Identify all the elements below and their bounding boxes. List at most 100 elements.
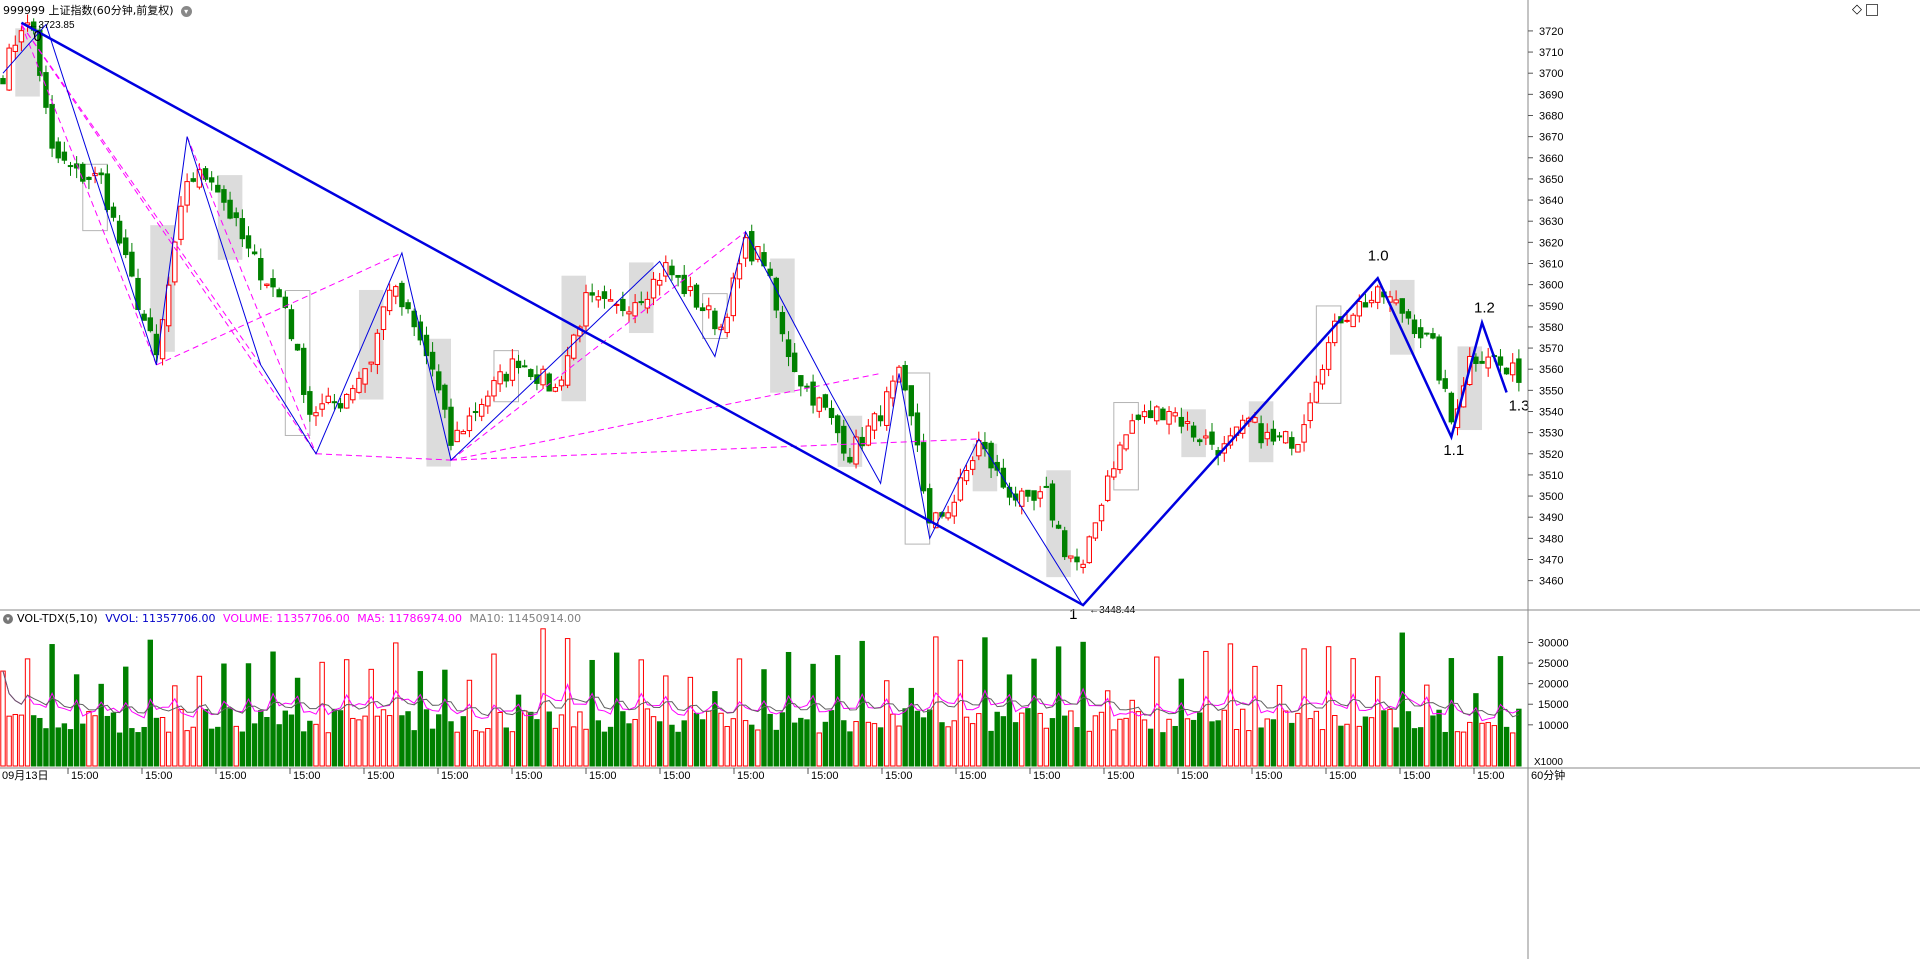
- volume-bar: [1485, 722, 1491, 767]
- volume-bar: [994, 711, 1000, 767]
- volume-bar: [55, 727, 61, 767]
- price-tick-label: 3570: [1539, 343, 1563, 355]
- candle-body: [1356, 301, 1363, 317]
- candle-body: [644, 298, 651, 309]
- candle-body: [877, 415, 884, 422]
- candle-body: [607, 299, 614, 302]
- candle-body: [301, 347, 307, 395]
- volume-bar: [963, 716, 970, 767]
- volume-bar: [1338, 725, 1344, 767]
- chevron-down-icon[interactable]: ▾: [3, 614, 13, 624]
- volume-bar: [337, 710, 344, 767]
- volume-unit: X1000: [1534, 757, 1563, 768]
- candle-body: [865, 425, 872, 446]
- zone-box: [493, 350, 520, 403]
- volume-bar: [12, 713, 18, 767]
- volume-tick-label: 15000: [1538, 699, 1569, 711]
- candle-body: [37, 29, 43, 76]
- volume-bar: [988, 730, 994, 767]
- chart-title-bar[interactable]: 999999 上证指数(60分钟,前复权) ▾: [3, 2, 196, 18]
- window-icon[interactable]: [1866, 3, 1878, 16]
- candle-body: [178, 205, 184, 240]
- volume-bar: [534, 719, 540, 767]
- volume-bar: [1393, 727, 1399, 767]
- volume-bar: [423, 709, 430, 767]
- candle-body: [1362, 302, 1369, 308]
- volume-bar: [1049, 718, 1056, 767]
- candle-body: [1098, 504, 1105, 522]
- volume-bar: [644, 708, 651, 767]
- period-label: 60分钟: [1531, 768, 1565, 782]
- candle-body: [724, 316, 730, 334]
- volume-bar: [601, 731, 608, 767]
- volume-bar: [785, 651, 792, 767]
- volume-bar: [270, 651, 276, 767]
- volume-bar: [1203, 650, 1209, 767]
- candle-body: [1019, 490, 1025, 507]
- candle-body: [1160, 408, 1166, 421]
- candle-body: [184, 181, 190, 206]
- diamond-icon[interactable]: ◇: [1852, 2, 1862, 17]
- volume-bar: [1258, 727, 1264, 767]
- volume-bar: [632, 718, 638, 767]
- candle-body: [976, 440, 982, 457]
- volume-bar: [141, 726, 147, 767]
- candle-body: [945, 512, 951, 519]
- candle-body: [202, 168, 209, 180]
- volume-bar: [620, 711, 626, 767]
- top-right-controls: ◇: [1852, 2, 1882, 17]
- candle-body: [55, 141, 61, 159]
- volume-bar: [80, 723, 86, 767]
- volume-bar: [1092, 715, 1099, 767]
- volume-bar: [49, 644, 55, 767]
- high-marker: ←3723.85: [28, 20, 75, 31]
- candle-body: [331, 401, 338, 404]
- volume-bar: [405, 711, 411, 767]
- volume-bar: [1000, 716, 1007, 767]
- candle-body: [374, 332, 381, 365]
- wave-label: 1.1: [1443, 442, 1464, 459]
- candle-body: [1325, 342, 1332, 370]
- volume-bar: [221, 663, 227, 767]
- volume-bar: [1381, 710, 1387, 767]
- volume-bar: [460, 716, 466, 767]
- volume-tick-label: 10000: [1538, 720, 1569, 732]
- candle-body: [730, 277, 737, 317]
- chevron-down-icon[interactable]: ▾: [180, 5, 192, 17]
- time-label: 15:00: [589, 770, 617, 782]
- volume-bar: [571, 726, 577, 767]
- volume-bar: [350, 717, 356, 767]
- volume-bar: [1135, 711, 1142, 767]
- candle-body: [1270, 428, 1277, 442]
- volume-bar: [245, 663, 252, 767]
- volume-bar: [1350, 658, 1356, 767]
- candle-body: [1301, 424, 1307, 443]
- volume-bar: [773, 729, 779, 767]
- candle-body: [1503, 367, 1510, 375]
- candle-body: [693, 284, 700, 308]
- candle-body: [1037, 491, 1043, 499]
- candle-body: [294, 343, 301, 351]
- volume-bar: [902, 708, 908, 767]
- price-tick-label: 3530: [1539, 428, 1563, 440]
- volume-bar: [1178, 678, 1185, 767]
- candle-body: [515, 360, 522, 369]
- vol-indicator-name[interactable]: VOL-TDX(5,10): [17, 612, 98, 625]
- volume-bar: [1460, 731, 1467, 767]
- volume-bar: [43, 728, 49, 767]
- volume-bar: [258, 710, 264, 767]
- volume-bar: [1356, 725, 1363, 767]
- candle-body: [405, 302, 411, 310]
- volume-bar: [172, 685, 178, 767]
- volume-bar: [478, 731, 485, 767]
- volume-bar: [393, 642, 399, 767]
- volume-bar: [1123, 717, 1129, 767]
- volume-bar: [37, 717, 43, 767]
- time-label: 15:00: [811, 770, 839, 782]
- candle-body: [1510, 362, 1516, 376]
- candle-body: [1141, 411, 1148, 418]
- candle-body: [1190, 425, 1197, 438]
- candle-body: [466, 415, 473, 432]
- candle-body: [755, 246, 761, 260]
